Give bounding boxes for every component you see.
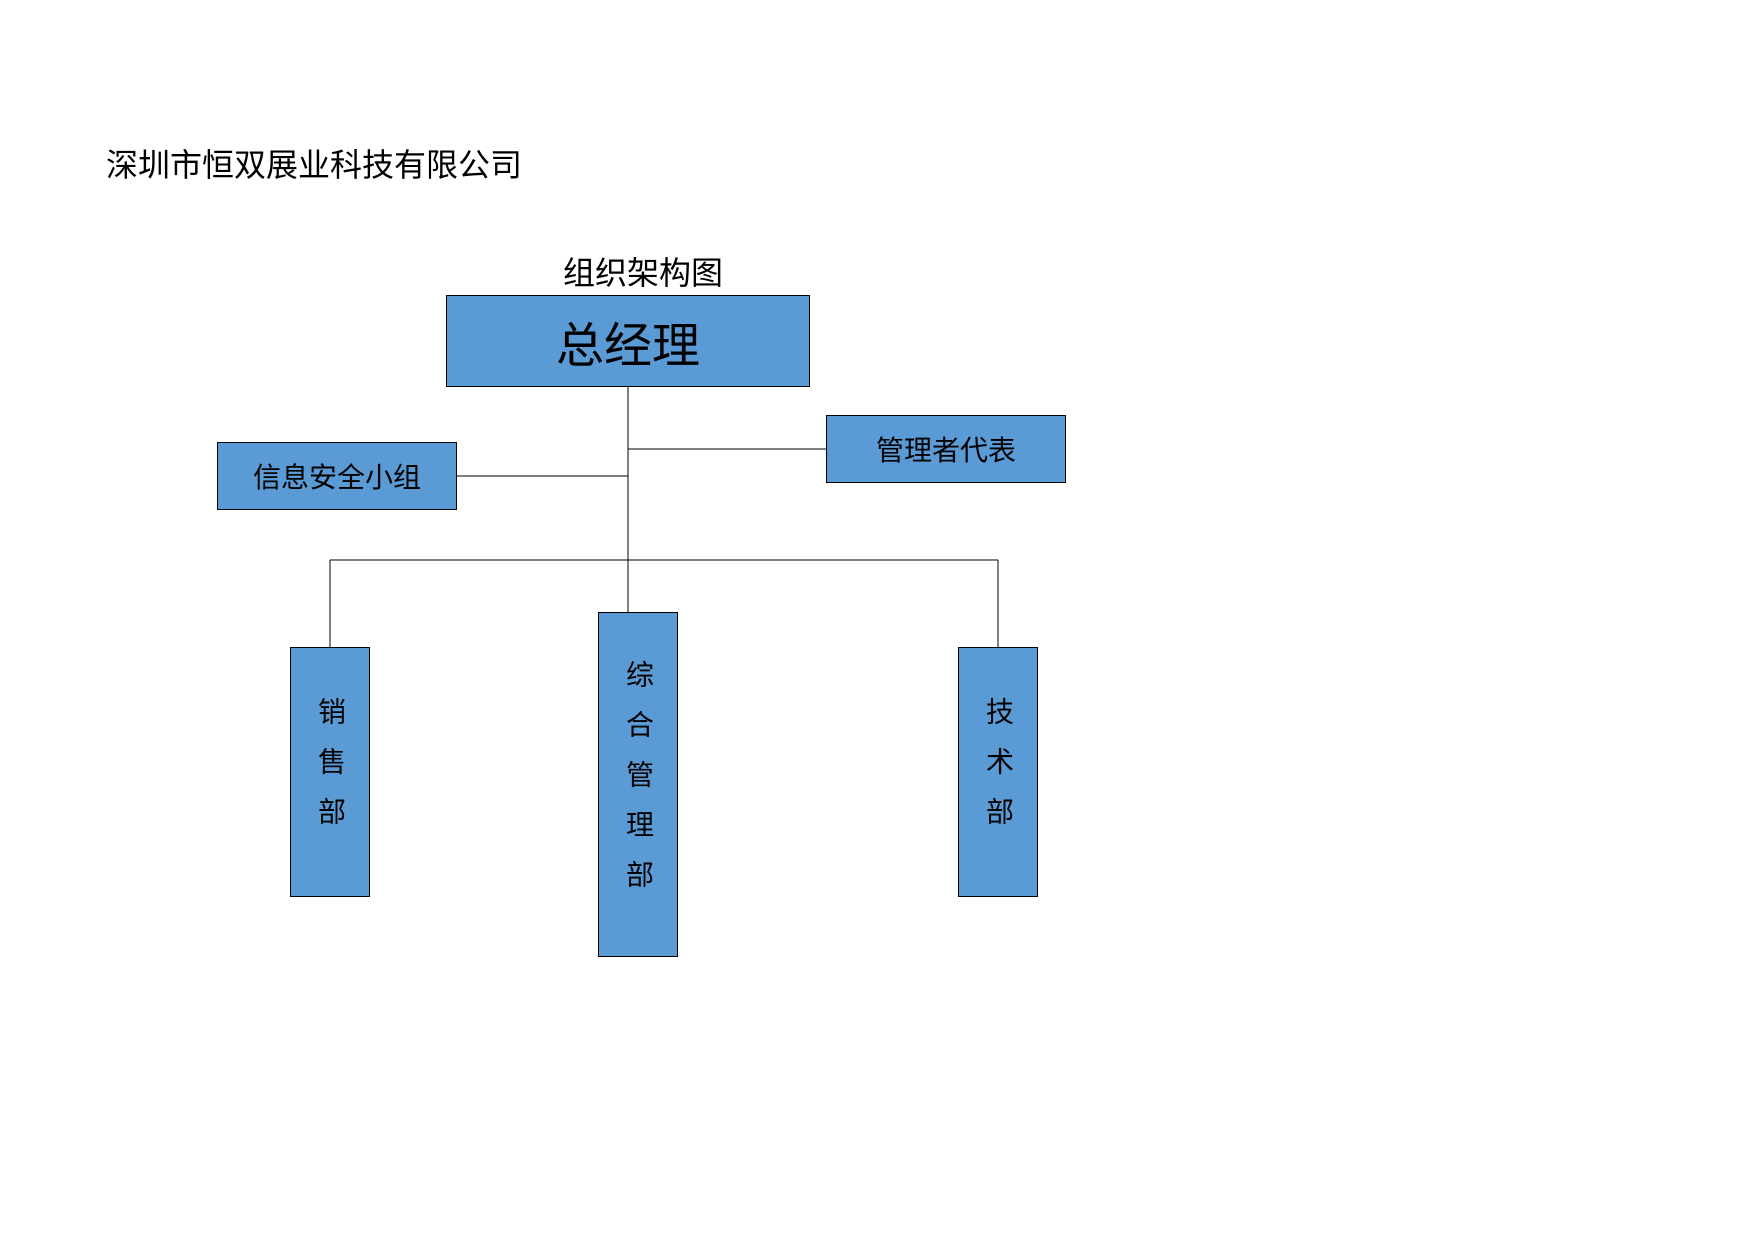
node-label: 总经理: [556, 306, 700, 376]
chart-title: 组织架构图: [563, 248, 723, 294]
node-tech: 技术部: [958, 647, 1038, 897]
node-general-manager: 总经理: [446, 295, 810, 387]
node-sales: 销售部: [290, 647, 370, 897]
node-management-rep: 管理者代表: [826, 415, 1066, 483]
connectors: [0, 0, 1755, 1241]
node-label: 综合管理部: [618, 660, 658, 910]
node-info-security: 信息安全小组: [217, 442, 457, 510]
node-label: 销售部: [310, 697, 350, 847]
node-label: 管理者代表: [876, 429, 1016, 469]
org-chart: 深圳市恒双展业科技有限公司 组织架构图 总经理 信息安全小组 管理者代表 销售部…: [0, 0, 1755, 1241]
node-label: 信息安全小组: [253, 456, 421, 496]
node-admin: 综合管理部: [598, 612, 678, 957]
node-label: 技术部: [978, 697, 1018, 847]
company-name: 深圳市恒双展业科技有限公司: [106, 140, 522, 186]
